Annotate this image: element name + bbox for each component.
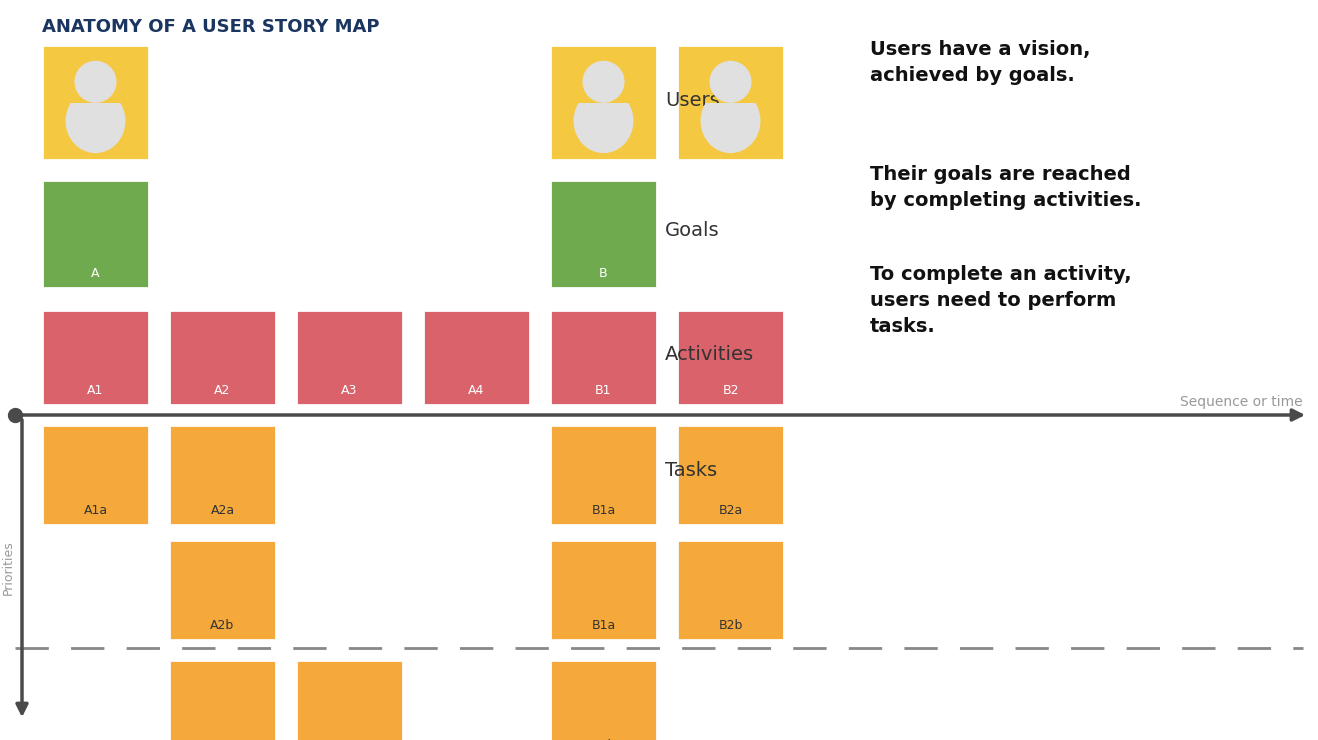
Bar: [297, 660, 403, 740]
Text: B: B: [600, 267, 608, 280]
Circle shape: [75, 61, 116, 102]
Bar: [42, 425, 149, 525]
Text: B1a: B1a: [592, 504, 616, 517]
Bar: [677, 540, 784, 640]
Bar: [550, 310, 656, 405]
Bar: [677, 310, 784, 405]
Bar: [550, 660, 656, 740]
Text: Sequence or time: Sequence or time: [1181, 395, 1304, 409]
Bar: [42, 310, 149, 405]
Bar: [169, 425, 275, 525]
Text: A2b: A2b: [211, 619, 235, 632]
Bar: [42, 45, 149, 160]
Text: B2: B2: [722, 384, 739, 397]
Text: A: A: [91, 267, 100, 280]
Text: Activities: Activities: [666, 346, 754, 365]
Bar: [677, 45, 784, 160]
Text: A4: A4: [468, 384, 485, 397]
Bar: [169, 660, 275, 740]
Circle shape: [583, 61, 623, 102]
Ellipse shape: [701, 89, 760, 153]
Text: A1a: A1a: [83, 504, 108, 517]
Text: B1: B1: [596, 384, 612, 397]
Circle shape: [710, 61, 751, 102]
Text: Tasks: Tasks: [666, 460, 717, 480]
Bar: [550, 425, 656, 525]
Text: A1: A1: [87, 384, 104, 397]
Text: A3: A3: [341, 384, 357, 397]
Bar: [169, 310, 275, 405]
Bar: [550, 540, 656, 640]
Text: Users have a vision,
achieved by goals.: Users have a vision, achieved by goals.: [870, 40, 1090, 85]
Text: B2a: B2a: [718, 504, 742, 517]
Ellipse shape: [573, 89, 634, 153]
Bar: [550, 180, 656, 288]
Text: B1b: B1b: [592, 739, 616, 740]
Bar: [42, 180, 149, 288]
Bar: [169, 540, 275, 640]
Text: A2c: A2c: [211, 739, 235, 740]
Text: Users: Users: [666, 90, 720, 110]
Text: B1a: B1a: [592, 619, 616, 632]
Bar: [550, 45, 656, 160]
Text: A2: A2: [215, 384, 231, 397]
Text: B2b: B2b: [718, 619, 742, 632]
Text: To complete an activity,
users need to perform
tasks.: To complete an activity, users need to p…: [870, 265, 1132, 335]
Text: ANATOMY OF A USER STORY MAP: ANATOMY OF A USER STORY MAP: [42, 18, 380, 36]
Text: Priorities: Priorities: [1, 540, 14, 595]
Bar: [297, 310, 403, 405]
Text: Goals: Goals: [666, 221, 720, 240]
Text: Their goals are reached
by completing activities.: Their goals are reached by completing ac…: [870, 165, 1141, 209]
Ellipse shape: [66, 89, 125, 153]
Text: A2a: A2a: [211, 504, 235, 517]
Bar: [423, 310, 530, 405]
Bar: [677, 425, 784, 525]
Text: A3a: A3a: [337, 739, 361, 740]
